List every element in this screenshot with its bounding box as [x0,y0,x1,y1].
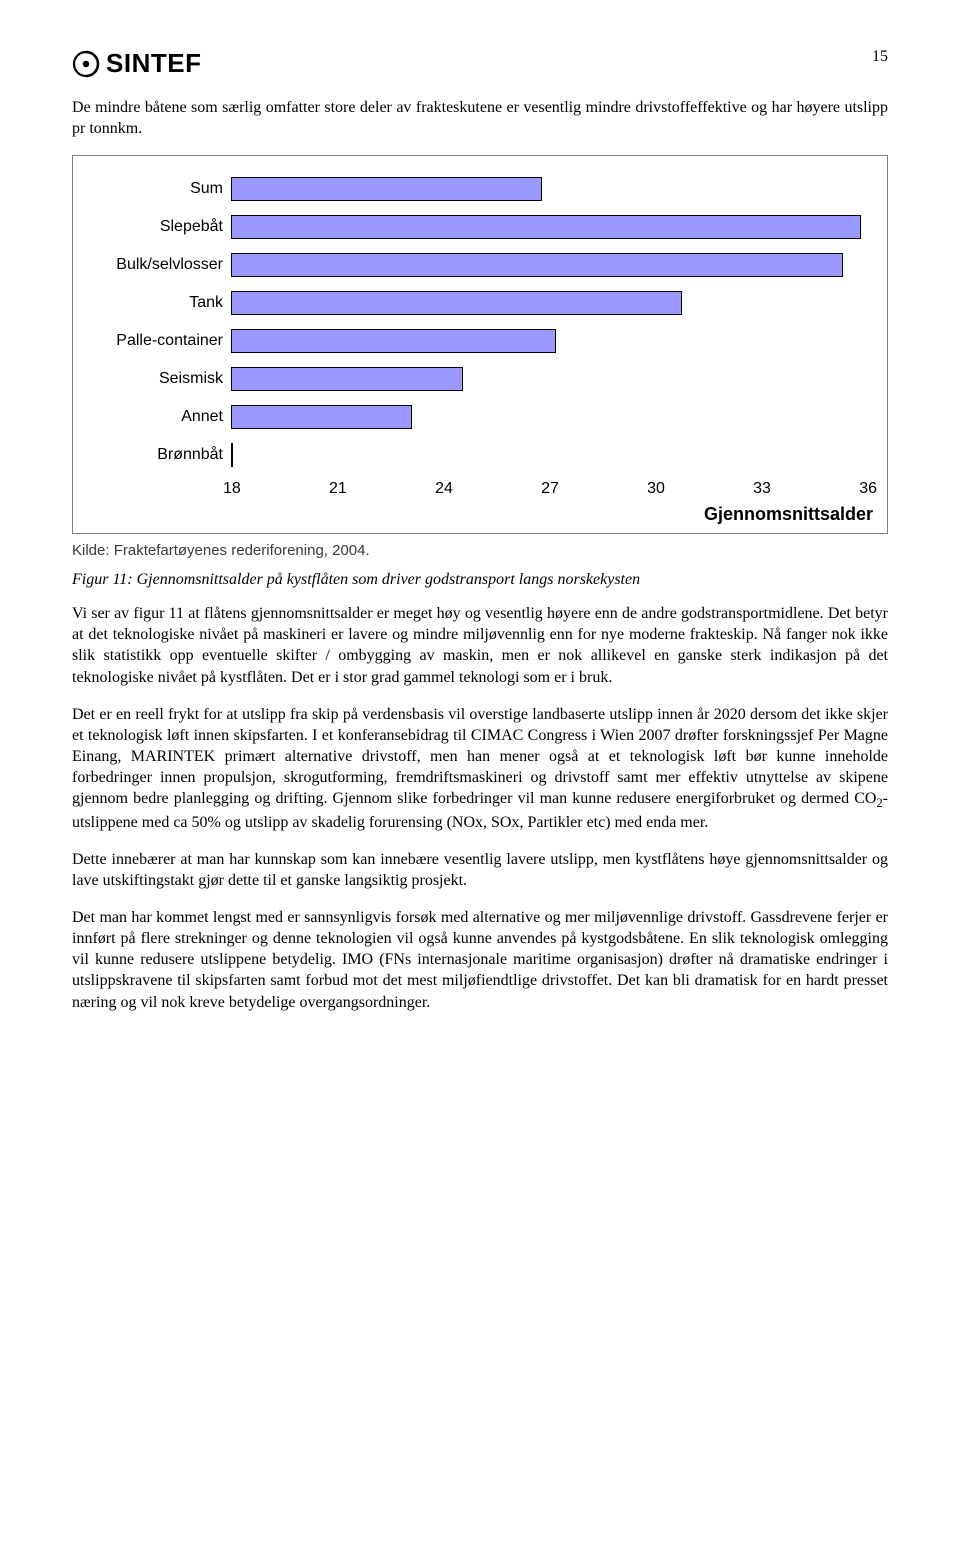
chart-plot-area: Sum Slepebåt Bulk/selvlosser Tank Palle-cont… [83,170,877,525]
chart-category-label: Slepebåt [83,218,231,236]
chart-bar [231,329,556,353]
figure-caption: Figur 11: Gjennomsnittsalder på kystflåt… [72,571,888,589]
chart-x-tick: 27 [541,480,559,498]
chart-rows: Sum Slepebåt Bulk/selvlosser Tank Palle-cont… [83,170,877,474]
logo-icon [72,50,100,78]
chart-row: Brønnbåt [83,436,877,474]
chart-x-ticks: 18 21 24 27 30 33 36 [223,476,877,498]
chart-x-tick: 30 [647,480,665,498]
chart-category-label: Tank [83,294,231,312]
chart-x-label: Gjennomsnittsalder [83,504,873,525]
paragraph-4: Dette innebærer at man har kunnskap som … [72,849,888,891]
chart-category-label: Annet [83,408,231,426]
paragraph-2: Vi ser av figur 11 at flåtens gjennomsni… [72,603,888,687]
chart-row: Tank [83,284,877,322]
chart-category-label: Brønnbåt [83,446,231,464]
chart-bar-track [231,436,877,474]
chart-bar [231,215,861,239]
chart-category-label: Bulk/selvlosser [83,256,231,274]
chart-category-label: Seismisk [83,370,231,388]
chart-x-tick: 33 [753,480,771,498]
chart-bar-track [231,360,877,398]
chart-bar-track [231,322,877,360]
chart-row: Seismisk [83,360,877,398]
chart-row: Palle-container [83,322,877,360]
chart-bar-track [231,208,877,246]
document-page: SINTEF 15 De mindre båtene som særlig om… [0,0,960,1077]
chart-x-tick: 21 [329,480,347,498]
chart-category-label: Sum [83,180,231,198]
chart-bar-track [231,170,877,208]
chart-row: Annet [83,398,877,436]
chart-x-tick: 18 [223,480,241,498]
figure-11-chart: Sum Slepebåt Bulk/selvlosser Tank Palle-cont… [72,155,888,534]
chart-bar-track [231,284,877,322]
chart-bar-track [231,398,877,436]
chart-bar [231,177,542,201]
sintef-logo: SINTEF [72,48,201,79]
logo-text: SINTEF [106,48,201,79]
chart-x-tick: 36 [859,480,877,498]
paragraph-3a: Det er en reell frykt for at utslipp fra… [72,706,888,807]
page-number: 15 [872,48,888,66]
chart-source: Kilde: Fraktefartøyenes rederiforening, … [72,542,888,559]
paragraph-3: Det er en reell frykt for at utslipp fra… [72,704,888,833]
chart-bar [231,405,412,429]
chart-row: Sum [83,170,877,208]
chart-category-label: Palle-container [83,332,231,350]
paragraph-5: Det man har kommet lengst med er sannsyn… [72,907,888,1013]
page-header: SINTEF 15 [72,48,888,79]
paragraph-intro: De mindre båtene som særlig omfatter sto… [72,97,888,139]
chart-bar [231,443,233,467]
chart-x-tick: 24 [435,480,453,498]
chart-row: Slepebåt [83,208,877,246]
chart-bar-track [231,246,877,284]
chart-row: Bulk/selvlosser [83,246,877,284]
chart-bar [231,291,682,315]
chart-axis: 18 21 24 27 30 33 36 [83,476,877,498]
chart-bar [231,253,843,277]
chart-bar [231,367,463,391]
